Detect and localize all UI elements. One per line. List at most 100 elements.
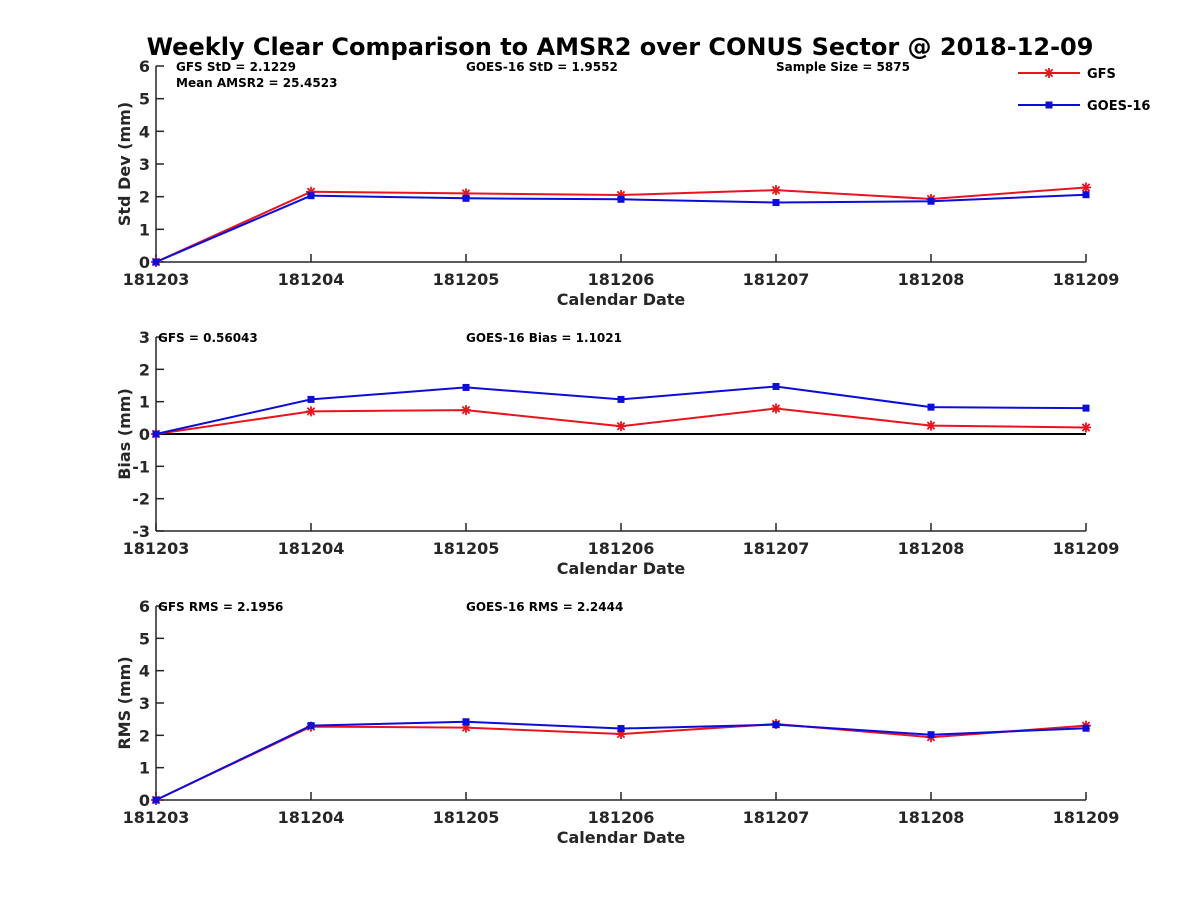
data-point [307, 192, 315, 200]
data-point [152, 796, 160, 804]
stat-annotation: Sample Size = 5875 [776, 60, 910, 74]
y-tick-label: 2 [139, 726, 150, 745]
y-tick-label: 6 [139, 597, 150, 616]
series-goes-16 [152, 718, 1090, 804]
y-tick-label: 1 [139, 393, 150, 412]
data-point [617, 725, 625, 733]
series-goes-16 [152, 191, 1090, 266]
data-point [461, 405, 471, 416]
y-axis-label: RMS (mm) [115, 656, 134, 749]
data-point [617, 195, 625, 203]
x-tick-label: 181203 [123, 808, 190, 827]
y-tick-label: 6 [139, 57, 150, 76]
x-tick-label: 181206 [588, 270, 655, 289]
stat-annotation: GOES-16 Bias = 1.1021 [466, 331, 622, 345]
data-point [772, 199, 780, 207]
y-tick-label: 2 [139, 360, 150, 379]
x-tick-label: 181206 [588, 808, 655, 827]
legend-label: GFS [1087, 67, 1116, 82]
y-tick-label: 0 [139, 253, 150, 272]
data-point [306, 186, 316, 197]
data-point [1081, 422, 1091, 433]
data-point [462, 718, 470, 726]
data-point [772, 382, 780, 390]
data-point [771, 403, 781, 414]
y-tick-label: 3 [139, 155, 150, 174]
y-tick-label: -3 [132, 522, 150, 541]
stat-annotation: GOES-16 RMS = 2.2444 [466, 600, 623, 614]
legend: GFS GOES-16 [1018, 67, 1150, 114]
y-tick-label: -1 [132, 457, 150, 476]
data-point [617, 395, 625, 403]
y-tick-label: 0 [139, 425, 150, 444]
x-tick-label: 181205 [433, 808, 500, 827]
y-tick-label: 4 [139, 662, 150, 681]
panel-2: -3 -2 -1 0 1 2 3 181203 181204 181205 181206 181207… [115, 328, 1119, 578]
series-goes-16 [152, 382, 1090, 438]
y-axis-label: Bias (mm) [115, 388, 134, 480]
y-tick-label: -2 [132, 490, 150, 509]
x-tick-label: 181209 [1053, 539, 1120, 558]
data-point [152, 258, 160, 266]
x-tick-label: 181206 [588, 539, 655, 558]
y-tick-label: 3 [139, 328, 150, 347]
data-point [927, 197, 935, 205]
data-point [772, 721, 780, 729]
x-tick-label: 181209 [1053, 808, 1120, 827]
stat-annotation: Mean AMSR2 = 25.4523 [176, 76, 337, 90]
x-tick-label: 181208 [898, 539, 965, 558]
data-point [616, 421, 626, 432]
x-tick-label: 181207 [743, 270, 810, 289]
data-point [927, 731, 935, 739]
panel-3: 0 1 2 3 4 5 6 181203 181204 181205 181206 181207 181… [115, 597, 1119, 847]
data-point [1082, 191, 1090, 199]
data-point [616, 190, 626, 201]
data-point [927, 403, 935, 411]
data-point [461, 722, 471, 733]
x-tick-label: 181203 [123, 539, 190, 558]
stat-annotation: GFS RMS = 2.1956 [158, 600, 283, 614]
y-tick-label: 3 [139, 694, 150, 713]
y-tick-label: 4 [139, 122, 150, 141]
legend-marker [1044, 68, 1054, 78]
legend-entry: GOES-16 [1018, 99, 1150, 114]
data-point [461, 188, 471, 199]
y-tick-label: 5 [139, 90, 150, 109]
y-tick-label: 1 [139, 759, 150, 778]
y-tick-label: 1 [139, 220, 150, 239]
data-point [307, 395, 315, 403]
y-tick-label: 2 [139, 188, 150, 207]
legend-marker [1045, 101, 1053, 109]
y-tick-label: 0 [139, 791, 150, 810]
data-point [926, 420, 936, 431]
legend-label: GOES-16 [1087, 99, 1150, 114]
data-point [616, 729, 626, 740]
figure-title: Weekly Clear Comparison to AMSR2 over CO… [147, 33, 1094, 61]
x-tick-label: 181208 [898, 270, 965, 289]
x-tick-label: 181208 [898, 808, 965, 827]
x-tick-label: 181203 [123, 270, 190, 289]
data-point [307, 722, 315, 730]
x-axis-label: Calendar Date [557, 828, 686, 847]
data-point [152, 430, 160, 438]
legend-entry: GFS [1018, 67, 1116, 82]
x-axis-label: Calendar Date [557, 290, 686, 309]
stat-annotation: GFS StD = 2.1229 [176, 60, 296, 74]
data-point [771, 185, 781, 196]
x-tick-label: 181204 [278, 539, 345, 558]
data-point [1082, 404, 1090, 412]
x-tick-label: 181207 [743, 539, 810, 558]
data-point [462, 194, 470, 202]
x-tick-label: 181204 [278, 270, 345, 289]
stat-annotation: GFS = 0.56043 [158, 331, 258, 345]
x-tick-label: 181205 [433, 539, 500, 558]
x-axis-label: Calendar Date [557, 559, 686, 578]
panel-1: 0 1 2 3 4 5 6 181203 181204 181205 181206 181207 181… [115, 57, 1119, 309]
stat-annotation: GOES-16 StD = 1.9552 [466, 60, 618, 74]
y-tick-label: 5 [139, 629, 150, 648]
data-point [1081, 182, 1091, 193]
panels: 0 1 2 3 4 5 6 181203 181204 181205 181206 181207 181… [115, 57, 1119, 847]
data-point [462, 383, 470, 391]
